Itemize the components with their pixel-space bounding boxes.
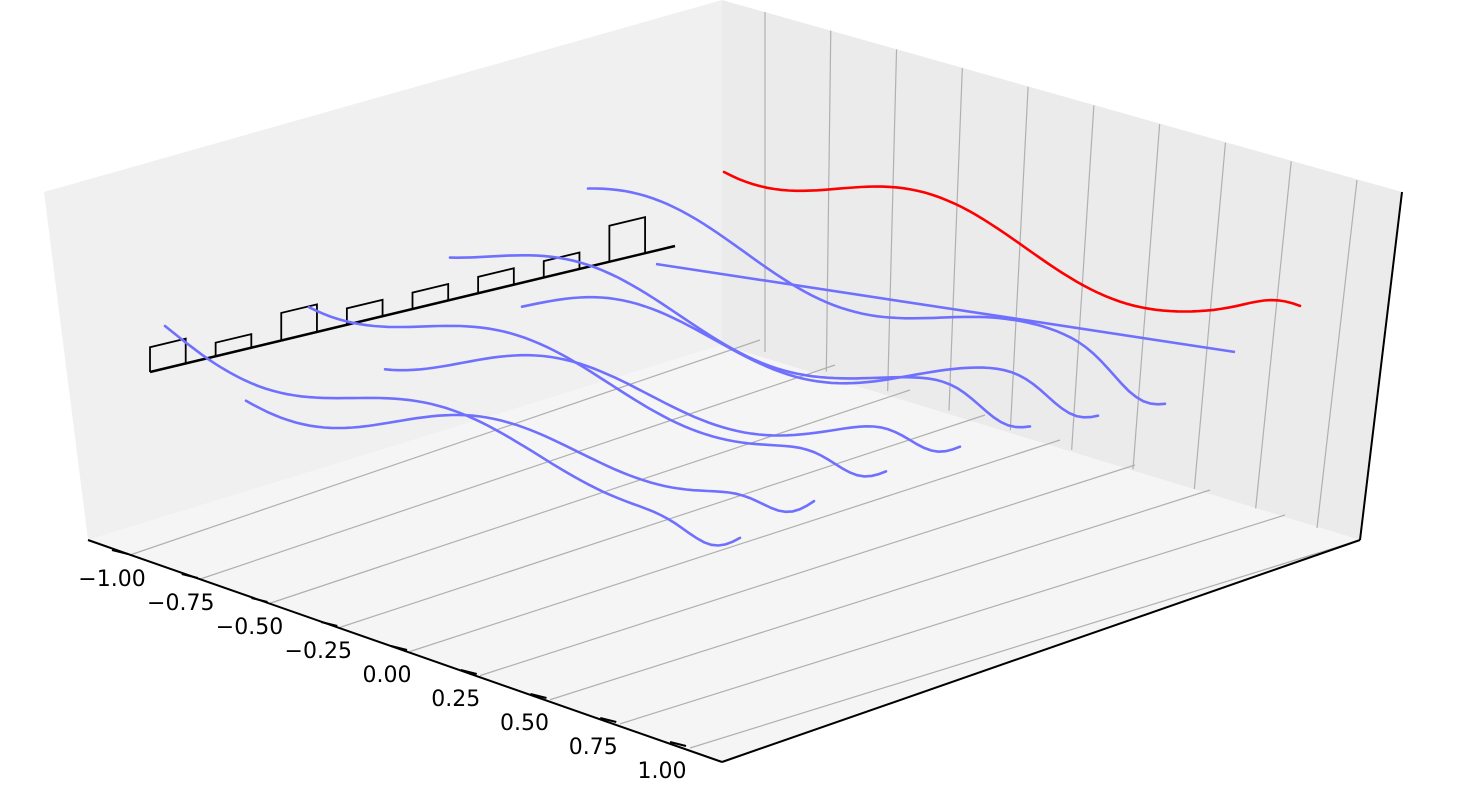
floor-gridline (689, 539, 1361, 749)
floor-pane (88, 345, 1360, 762)
side-gridline (1316, 179, 1358, 529)
side-gridline (1132, 123, 1161, 470)
x-tick-label: −1.00 (78, 567, 145, 592)
x-tick-label: 0.50 (500, 711, 549, 736)
side-gridline (1193, 142, 1227, 489)
floor-gridline (199, 364, 836, 580)
side-gridline (825, 30, 832, 372)
floor-gridline (549, 489, 1211, 701)
bar (477, 267, 515, 294)
x-tick-label: 1.00 (638, 759, 687, 784)
floor-gridline (409, 439, 1061, 653)
x-tick-label: −0.25 (285, 639, 352, 664)
wave-series-line (383, 353, 962, 454)
back-pane (44, 0, 722, 540)
floor-gridline (269, 389, 911, 604)
x-tick-label: 0.75 (569, 735, 618, 760)
bar (345, 298, 384, 325)
wave-series-line (520, 295, 1100, 419)
wave-series-line (244, 399, 816, 514)
x-tick-mark (390, 645, 408, 651)
x-tick-label: 0.25 (431, 687, 480, 712)
side-gridline (948, 67, 963, 411)
bar (542, 251, 581, 278)
floor-gridline (479, 464, 1136, 677)
bar (411, 282, 450, 309)
x-tick-mark (600, 717, 617, 723)
side-gridline (887, 49, 898, 392)
wave-series-line (586, 187, 1167, 406)
floor-gridline (129, 339, 761, 556)
bar (214, 332, 253, 357)
bar (608, 216, 646, 262)
curves (163, 170, 1302, 547)
axes-panes (44, 0, 1402, 762)
x-tick-mark (530, 693, 547, 699)
x-tick-mark (321, 621, 338, 627)
x-tick-label: −0.75 (147, 591, 214, 616)
y-axis-line (721, 539, 1361, 763)
x-tick-label: −0.50 (216, 615, 283, 640)
gridlines (129, 12, 1361, 749)
bar (149, 337, 187, 372)
x-tick-mark (669, 741, 687, 747)
x-tick-label: 0.00 (363, 663, 412, 688)
side-pane (722, 0, 1402, 540)
x-tick-mark (181, 573, 198, 579)
floor-gridline (619, 514, 1286, 725)
x-tick-mark (251, 597, 268, 603)
side-gridline (1255, 161, 1292, 509)
bar (280, 303, 318, 341)
x-axis-ticks: −1.00−0.75−0.50−0.25 0.00 0.25 0.50 0.75 1.00 (78, 549, 687, 784)
x-tick-mark (111, 549, 129, 555)
side-gridline (1071, 105, 1095, 450)
bars (149, 216, 676, 374)
wave-series-line (307, 305, 888, 478)
wave-series-line (163, 324, 742, 547)
x-tick-mark (460, 669, 477, 675)
highlight-series-line (722, 170, 1302, 313)
wave-series-line (655, 262, 1236, 354)
z-axis-line (1359, 191, 1403, 541)
floor-gridline (339, 414, 986, 628)
